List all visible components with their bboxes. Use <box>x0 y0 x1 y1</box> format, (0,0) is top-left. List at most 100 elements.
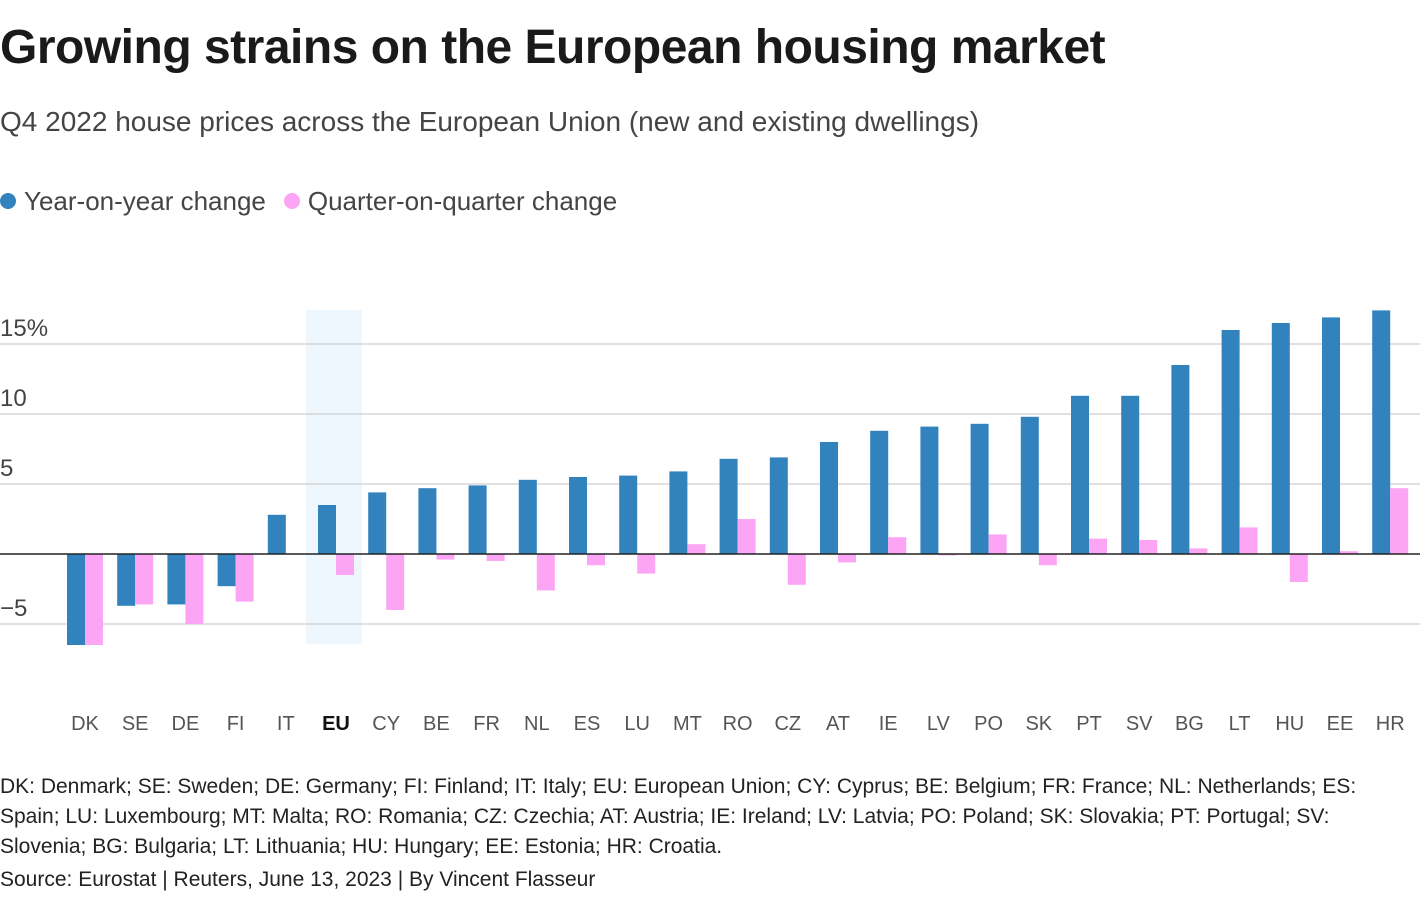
bar-yoy-dk <box>67 554 85 645</box>
bar-qoq-se <box>135 554 154 605</box>
x-tick-label-sv: SV <box>1126 713 1153 735</box>
bar-qoq-eu <box>336 554 354 575</box>
bar-yoy-hr <box>1372 310 1391 554</box>
x-tick-label-lv: LV <box>927 713 951 735</box>
legend-swatch-yoy <box>0 193 16 209</box>
grid-layer <box>0 343 1420 625</box>
legend-swatch-qoq <box>283 193 300 209</box>
x-tick-label-de: DE <box>172 713 200 735</box>
x-tick-label-be: BE <box>423 713 450 735</box>
bar-qoq-cz <box>787 554 806 585</box>
chart-legend: Year-on-year change Quarter-on-quarter c… <box>0 185 635 217</box>
bar-qoq-sk <box>1038 554 1057 566</box>
bar-qoq-lt <box>1239 527 1258 554</box>
x-tick-label-lu: LU <box>624 713 650 735</box>
y-tick-label: 5 <box>0 455 13 482</box>
x-tick-label-hu: HU <box>1275 713 1304 735</box>
bar-yoy-sv <box>1121 395 1140 554</box>
x-tick-label-po: PO <box>974 713 1003 735</box>
bar-qoq-at <box>838 554 856 563</box>
chart-title: Growing strains on the European housing … <box>0 21 1106 74</box>
bar-yoy-lu <box>619 475 638 554</box>
bar-qoq-ee <box>1340 551 1358 554</box>
bar-qoq-fi <box>235 554 254 602</box>
x-tick-label-fr: FR <box>473 713 500 735</box>
bar-yoy-lt <box>1221 330 1240 554</box>
bar-qoq-pt <box>1089 538 1107 554</box>
chart-subtitle: Q4 2022 house prices across the European… <box>0 106 980 137</box>
legend-label-yoy: Year-on-year change <box>24 186 266 216</box>
bar-yoy-ro <box>719 458 738 554</box>
highlight-band-eu <box>306 310 362 644</box>
x-tick-label-sk: SK <box>1025 713 1052 735</box>
x-tick-label-ro: RO <box>723 713 753 735</box>
bar-qoq-es <box>587 554 605 566</box>
bar-qoq-cy <box>386 554 405 610</box>
bar-yoy-bg <box>1171 365 1190 554</box>
bar-qoq-po <box>988 534 1007 554</box>
bar-qoq-de <box>185 554 204 624</box>
bar-yoy-po <box>970 423 989 554</box>
y-tick-label: 15% <box>0 315 48 342</box>
y-tick-label: −5 <box>0 595 27 622</box>
footnote-abbreviations: DK: Denmark; SE: Sweden; DE: Germany; FI… <box>0 775 1357 858</box>
x-tick-label-es: ES <box>574 713 601 735</box>
bar-yoy-fr <box>468 485 487 554</box>
x-tick-label-mt: MT <box>673 713 702 735</box>
bar-qoq-lu <box>637 554 656 574</box>
x-tick-label-at: AT <box>826 713 850 735</box>
x-tick-label-nl: NL <box>524 713 550 735</box>
bar-qoq-hu <box>1289 554 1308 582</box>
x-tick-label-ee: EE <box>1327 713 1354 735</box>
bar-yoy-ee <box>1322 317 1340 554</box>
legend-item-yoy: Year-on-year change <box>0 185 266 217</box>
bar-yoy-it <box>267 514 286 554</box>
x-tick-label-ie: IE <box>879 713 898 735</box>
bar-yoy-sk <box>1020 416 1039 554</box>
x-axis-labels: DK SE DE FI IT EU CY BE FR NL ES LU MT RO CZ AT IE LV PO SK… <box>71 713 1405 735</box>
bar-yoy-hu <box>1271 323 1290 554</box>
bar-yoy-eu <box>318 505 336 554</box>
bar-yoy-ie <box>870 430 889 554</box>
highlight-layer <box>306 310 362 644</box>
legend-item-qoq: Quarter-on-quarter change <box>283 185 618 217</box>
bar-yoy-se <box>117 554 136 606</box>
bar-qoq-nl <box>536 554 555 591</box>
bar-yoy-pt <box>1071 395 1089 554</box>
bar-yoy-nl <box>518 479 537 554</box>
bar-yoy-es <box>569 477 587 554</box>
x-tick-label-cy: CY <box>372 713 400 735</box>
bar-qoq-mt <box>687 544 706 554</box>
bar-yoy-fi <box>217 554 236 587</box>
bar-qoq-ro <box>737 519 756 554</box>
x-tick-label-se: SE <box>122 713 149 735</box>
x-tick-label-cz: CZ <box>774 713 801 735</box>
y-axis-labels: 15% 10 5 −5 <box>0 315 48 622</box>
bar-yoy-lv <box>920 426 939 554</box>
source-credit: Source: Eurostat | Reuters, June 13, 202… <box>0 868 596 891</box>
x-tick-label-pt: PT <box>1076 713 1102 735</box>
bar-yoy-cz <box>769 457 788 554</box>
legend-label-qoq: Quarter-on-quarter change <box>307 186 618 216</box>
x-tick-label-dk: DK <box>71 713 99 735</box>
bar-qoq-fr <box>486 554 505 561</box>
bar-yoy-at <box>820 442 838 554</box>
bar-qoq-ie <box>888 537 907 554</box>
bar-yoy-be <box>418 488 437 554</box>
bar-qoq-dk <box>85 554 103 645</box>
bar-qoq-sv <box>1139 540 1158 554</box>
y-tick-label: 10 <box>0 385 27 412</box>
bar-yoy-cy <box>368 492 387 554</box>
bar-yoy-de <box>167 554 186 605</box>
x-tick-label-bg: BG <box>1175 713 1204 735</box>
x-tick-label-hr: HR <box>1376 713 1405 735</box>
x-tick-label-eu: EU <box>322 713 350 735</box>
bar-qoq-hr <box>1390 488 1409 554</box>
x-tick-label-fi: FI <box>227 713 245 735</box>
x-tick-label-it: IT <box>277 713 295 735</box>
bars-layer <box>67 310 1409 645</box>
bar-qoq-be <box>436 554 455 560</box>
x-tick-label-lt: LT <box>1229 713 1251 735</box>
bar-yoy-mt <box>669 471 688 554</box>
bar-qoq-bg <box>1189 548 1208 554</box>
